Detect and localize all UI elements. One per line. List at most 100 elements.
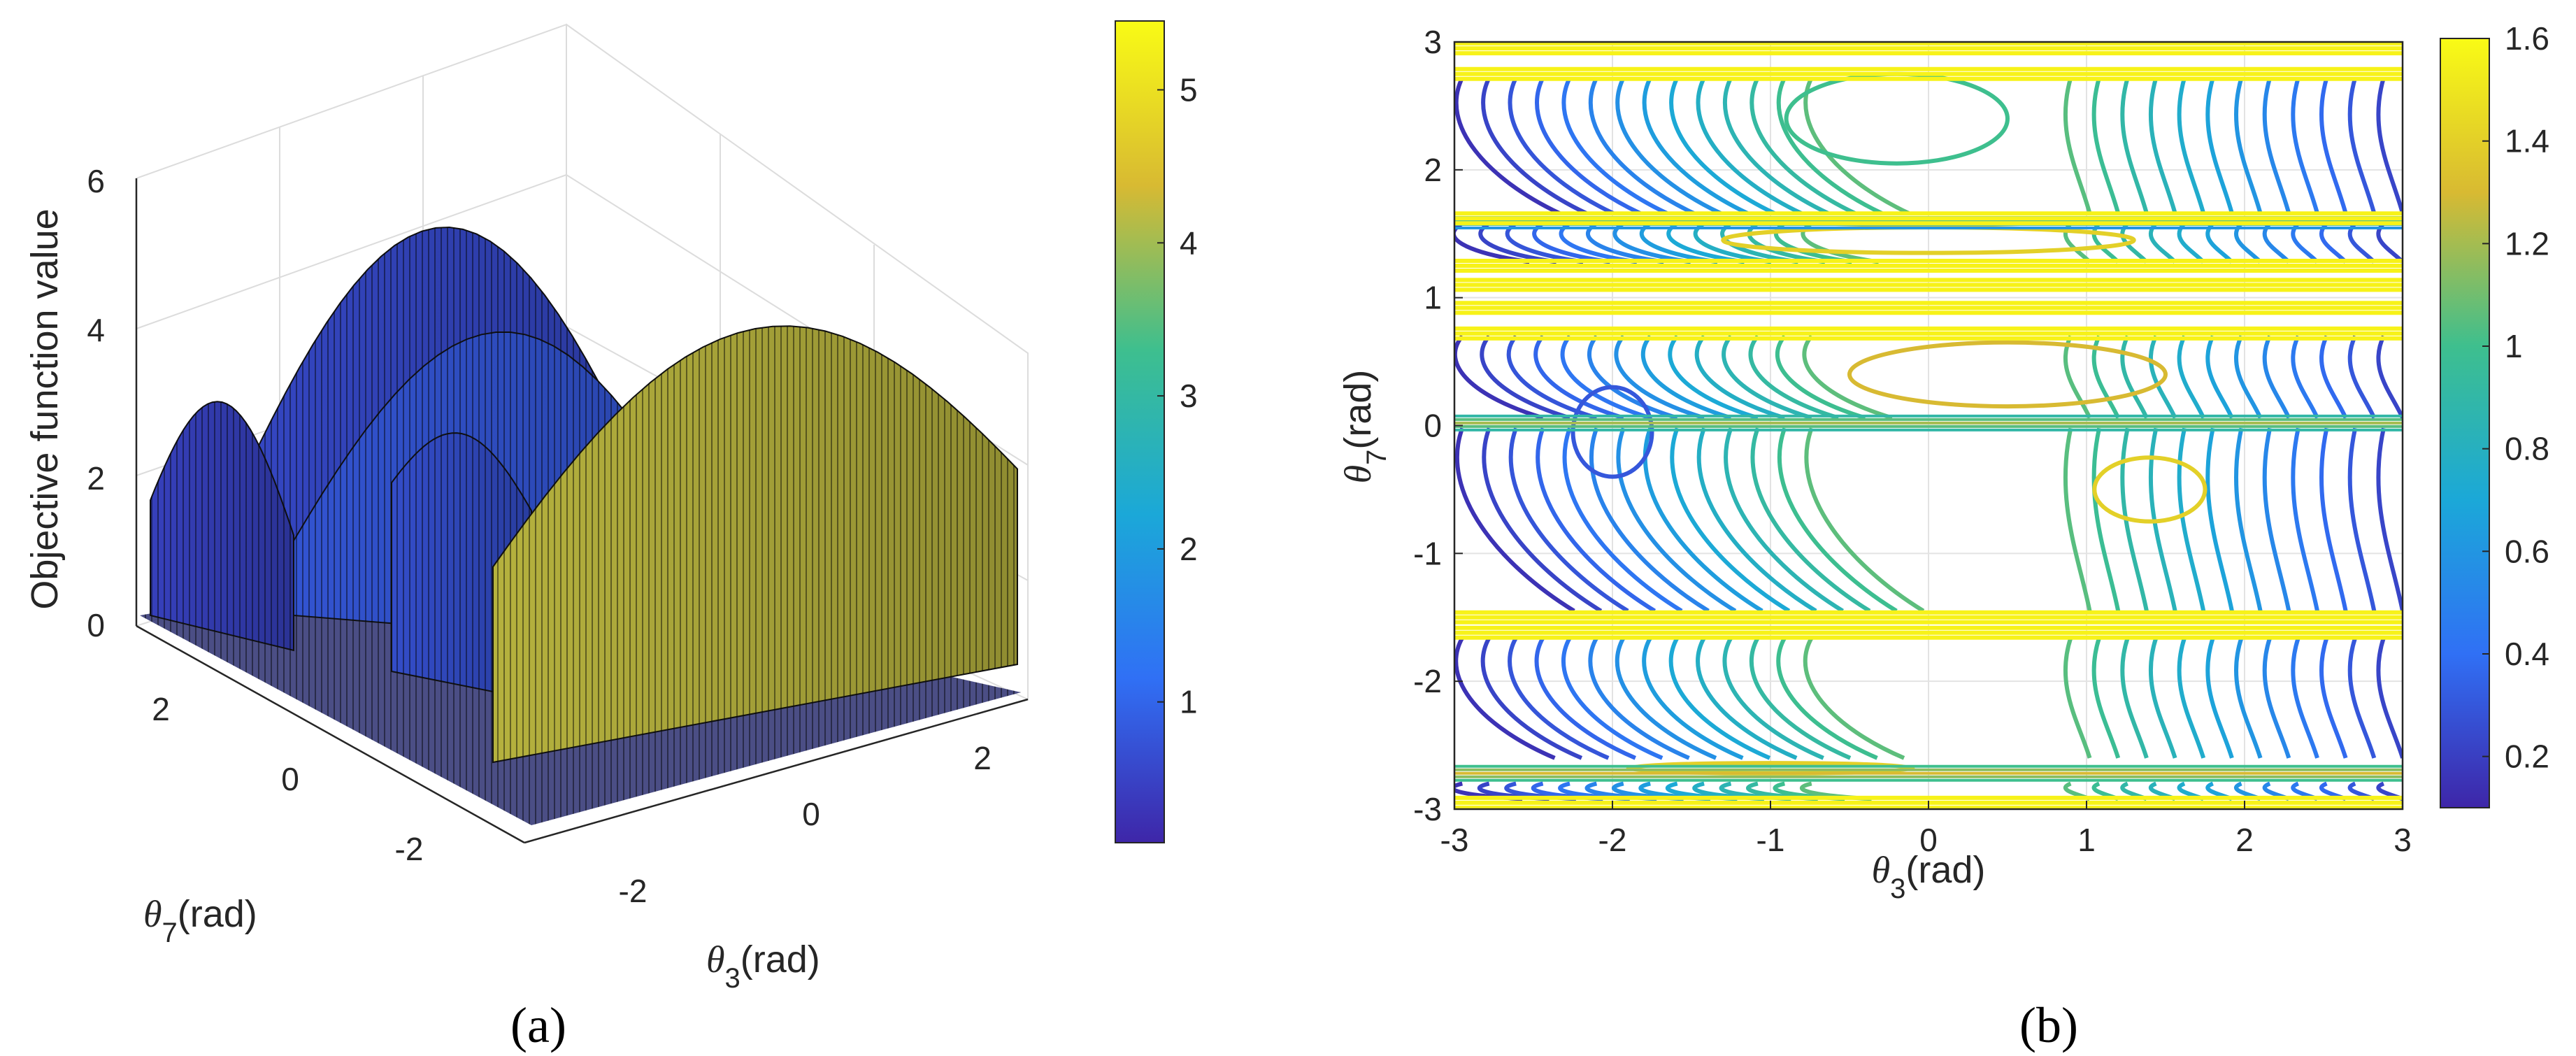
x-tick: -2 [619,873,647,909]
contour-line [1696,427,1817,613]
contour-line [2262,335,2291,419]
colorbar-a-tick-label: 3 [1180,378,1198,414]
contour-line [2148,427,2177,612]
contour-line [1588,636,1690,760]
contour-line [2234,637,2263,759]
x-tick: 2 [973,740,992,776]
contour-line [2262,427,2291,612]
contour-line [1642,76,1749,215]
contour-line [1533,334,1624,420]
contour-line [1804,427,1925,613]
contour-line [2347,77,2377,214]
contour-line [2205,335,2234,419]
contour-line [2291,335,2319,419]
colorbar-b-tick-label: 1.4 [2505,123,2549,159]
caption-b: (b) [2019,997,2078,1053]
contour-line [1589,427,1710,613]
x-tick: 0 [802,796,820,832]
contour-line [1722,636,1824,760]
colorbar-b-tick-label: 1 [2505,328,2523,364]
contour-line [2205,427,2234,612]
contour-line [2177,427,2206,612]
contour-line [1506,334,1598,420]
colorbar-a-tick-label: 4 [1180,224,1198,261]
contour-line [2063,77,2092,214]
contour-line [1481,76,1587,215]
colorbar-a-tick-label: 2 [1180,531,1198,567]
z-tick: 2 [87,460,105,497]
z-tick: 4 [87,312,105,348]
contour-line [1694,334,1786,420]
x-axis-ticks: -2 0 2 [619,740,992,909]
contour-line [2347,637,2377,759]
contour-line [1777,427,1898,613]
panel-a-surface-plot: 0 2 4 6 Objective function value 2 0 -2 … [24,20,1198,1053]
contour-line [2262,77,2291,214]
contour-line [1561,636,1663,760]
contour-line [1803,636,1905,760]
contour-line [1750,427,1871,613]
y-tick: -2 [395,831,424,867]
contour-y-label: θ7(rad) [1337,370,1392,484]
colorbar-b-tick-label: 0.6 [2505,533,2549,569]
contour-line [2063,427,2092,612]
blue-left-block-shade [150,401,294,650]
contour-line [1561,76,1668,215]
contour-line [2233,427,2263,612]
contour-line [2148,77,2177,214]
contour-line [2234,77,2263,214]
contour-line [2262,637,2291,759]
contour-line [1614,334,1705,420]
contour-line [1616,427,1737,613]
caption-a: (a) [510,997,566,1053]
contour-line [1454,427,1575,613]
contour-line [2347,427,2377,612]
contour-line [2120,637,2149,759]
colorbar-b-tick-label: 0.8 [2505,431,2549,467]
colorbar-b-ticks: 0.2 0.4 0.6 0.8 1 1.2 1.4 1.6 [2482,20,2549,775]
z-tick: 0 [87,607,105,643]
contour-line [1454,76,1561,215]
x-tick-label: -1 [1756,822,1785,858]
contour-line [1560,334,1652,420]
contour-line [1696,636,1798,760]
closed-contour [1570,385,1654,479]
y-tick-label: -3 [1413,791,1442,827]
contour-line [2319,77,2348,214]
contour-line [1508,636,1610,760]
contour-line [2376,637,2403,759]
contour-line [2347,335,2377,419]
contour-line [2177,335,2205,419]
y-axis-ticks: 2 0 -2 [152,691,423,867]
contour-line [2233,335,2263,419]
contour-line [1615,636,1717,760]
x-tick-label: 0 [1919,822,1938,858]
x-axis-label: θ3(rad) [706,939,820,994]
contour-line [2291,637,2319,759]
colorbar-b-bar [2440,38,2490,808]
contour-line [1668,636,1771,760]
y-tick: 0 [281,761,299,797]
colorbar-a-bar [1115,20,1165,843]
contour-line [1776,636,1878,760]
contour-line [1508,427,1629,613]
contour-line [2376,335,2403,419]
contour-line [1508,76,1615,215]
x-tick-label: -3 [1440,822,1469,858]
x-tick-label: 2 [2235,822,2254,858]
contour-line [1669,76,1775,215]
contour-x-ticks: -3 -2 -1 0 1 2 3 [1440,801,2412,858]
contour-line [1587,334,1678,420]
z-axis-ticks: 0 2 4 6 [87,163,105,643]
yellow-arch-wall-shade [493,326,1017,762]
3d-floor-axes [135,178,1029,844]
contour-line [1454,636,1556,760]
contour-line [2291,427,2319,612]
closed-contour [1847,340,2168,409]
closed-contour [2092,455,2208,524]
contour-line [2120,77,2149,214]
contour-line [1562,427,1683,613]
contour-line [1775,334,1866,420]
contour-lines [1454,42,2403,809]
